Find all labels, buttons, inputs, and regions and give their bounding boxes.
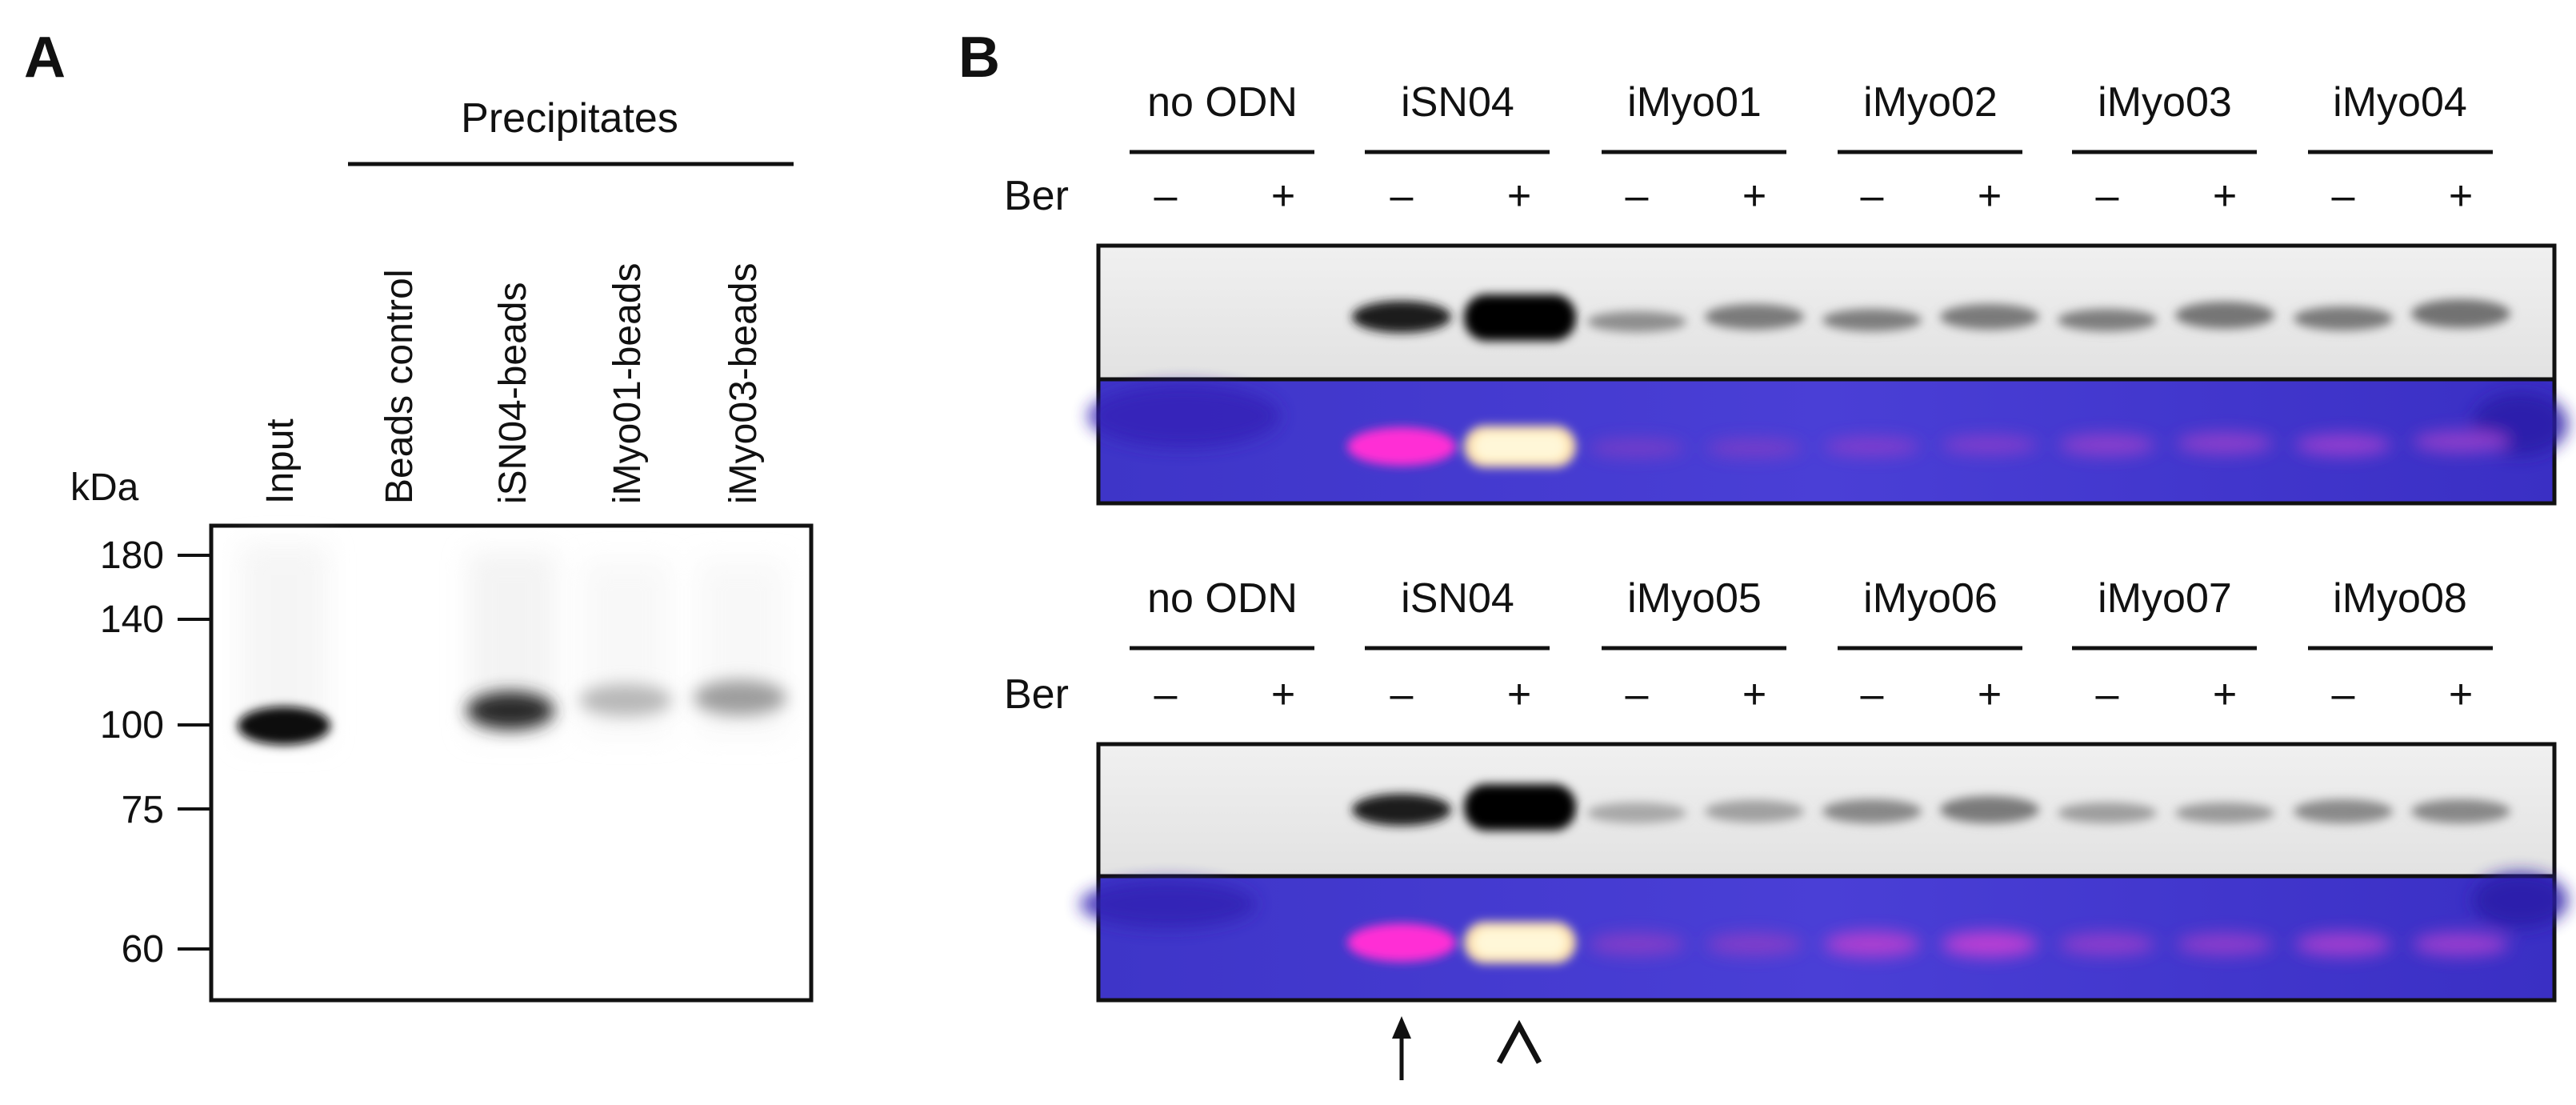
- sign-minus: –: [1626, 671, 1649, 718]
- sign-minus: –: [1861, 671, 1884, 718]
- precipitates-label: Precipitates: [461, 95, 678, 142]
- bottom-group-no-odn: no ODN: [1147, 575, 1298, 622]
- top-group-imyo04: iMyo04: [2333, 79, 2467, 126]
- bottom-ber-signs: – + – + – + – + – + – +: [1154, 671, 2474, 718]
- top-group-no-odn: no ODN: [1147, 79, 1298, 126]
- sign-minus: –: [1626, 173, 1649, 219]
- marker-75: 75: [122, 789, 164, 831]
- arrow-marker: [1392, 1016, 1411, 1080]
- bottom-gel-grayscale: [1096, 742, 2557, 879]
- marker-100: 100: [100, 704, 164, 747]
- sign-plus: +: [2213, 671, 2237, 718]
- bottom-gel-stain: [1080, 872, 2568, 1003]
- bottom-group-imyo05: iMyo05: [1627, 575, 1762, 622]
- western-blot: [209, 523, 814, 1003]
- top-group-isn04: iSN04: [1401, 79, 1514, 126]
- top-gel-grayscale: [1096, 243, 2557, 382]
- blot-band-isn04: [466, 691, 554, 730]
- blot-band-imyo01: [579, 684, 672, 716]
- sign-minus: –: [2332, 671, 2355, 718]
- sign-minus: –: [1390, 173, 1414, 219]
- sign-plus: +: [1978, 173, 2002, 219]
- sign-plus: +: [1507, 173, 1531, 219]
- bottom-group-isn04: iSN04: [1401, 575, 1514, 622]
- marker-labels: 180 140 100 75 60: [100, 534, 164, 971]
- sign-minus: –: [2096, 671, 2119, 718]
- marker-ticks: [178, 554, 210, 951]
- sign-plus: +: [1978, 671, 2002, 718]
- blot-lane-labels: Input Beads control iSN04-beads iMyo01-b…: [259, 263, 765, 505]
- blot-band-input: [238, 707, 330, 745]
- bottom-group-imyo08: iMyo08: [2333, 575, 2467, 622]
- lane-label-imyo01-beads: iMyo01-beads: [606, 263, 649, 505]
- top-group-labels: no ODN iSN04 iMyo01 iMyo02 iMyo03 iMyo04: [1147, 79, 2467, 126]
- sign-plus: +: [1742, 671, 1766, 718]
- sign-minus: –: [1390, 671, 1414, 718]
- sign-minus: –: [2096, 173, 2119, 219]
- top-group-imyo03: iMyo03: [2098, 79, 2232, 126]
- marker-180: 180: [100, 534, 164, 577]
- sign-plus: +: [1742, 173, 1766, 219]
- kda-unit-label: kDa: [70, 466, 139, 509]
- sign-minus: –: [1861, 173, 1884, 219]
- top-ber-label: Ber: [1004, 173, 1069, 219]
- sign-plus: +: [2449, 173, 2473, 219]
- lane-label-imyo03-beads: iMyo03-beads: [722, 263, 765, 505]
- lane-label-beads-control: Beads control: [378, 269, 421, 504]
- top-group-imyo01: iMyo01: [1627, 79, 1762, 126]
- marker-140: 140: [100, 599, 164, 641]
- top-group-imyo02: iMyo02: [1863, 79, 1998, 126]
- bottom-ber-label: Ber: [1004, 671, 1069, 718]
- lane-label-isn04-beads: iSN04-beads: [492, 282, 534, 505]
- sign-plus: +: [2213, 173, 2237, 219]
- panel-a-letter: A: [24, 26, 66, 90]
- sign-plus: +: [2449, 671, 2473, 718]
- top-ber-signs: – + – + – + – + – + – +: [1154, 173, 2474, 219]
- bottom-group-imyo06: iMyo06: [1863, 575, 1998, 622]
- sign-plus: +: [1507, 671, 1531, 718]
- panel-b-letter: B: [958, 26, 1000, 90]
- top-gel-stain: [1088, 377, 2568, 506]
- sign-plus: +: [1271, 173, 1295, 219]
- arrowhead-marker: [1496, 1019, 1542, 1064]
- sign-minus: –: [2332, 173, 2355, 219]
- lane-label-input: Input: [259, 418, 302, 504]
- marker-60: 60: [122, 928, 164, 971]
- bottom-group-labels: no ODN iSN04 iMyo05 iMyo06 iMyo07 iMyo08: [1147, 575, 2467, 622]
- sign-minus: –: [1154, 173, 1178, 219]
- sign-minus: –: [1154, 671, 1178, 718]
- band-isn04-plus: [1464, 294, 1576, 341]
- band-isn04-minus: [1352, 301, 1451, 333]
- bottom-group-imyo07: iMyo07: [2098, 575, 2232, 622]
- blot-band-imyo03: [694, 680, 786, 715]
- sign-plus: +: [1271, 671, 1295, 718]
